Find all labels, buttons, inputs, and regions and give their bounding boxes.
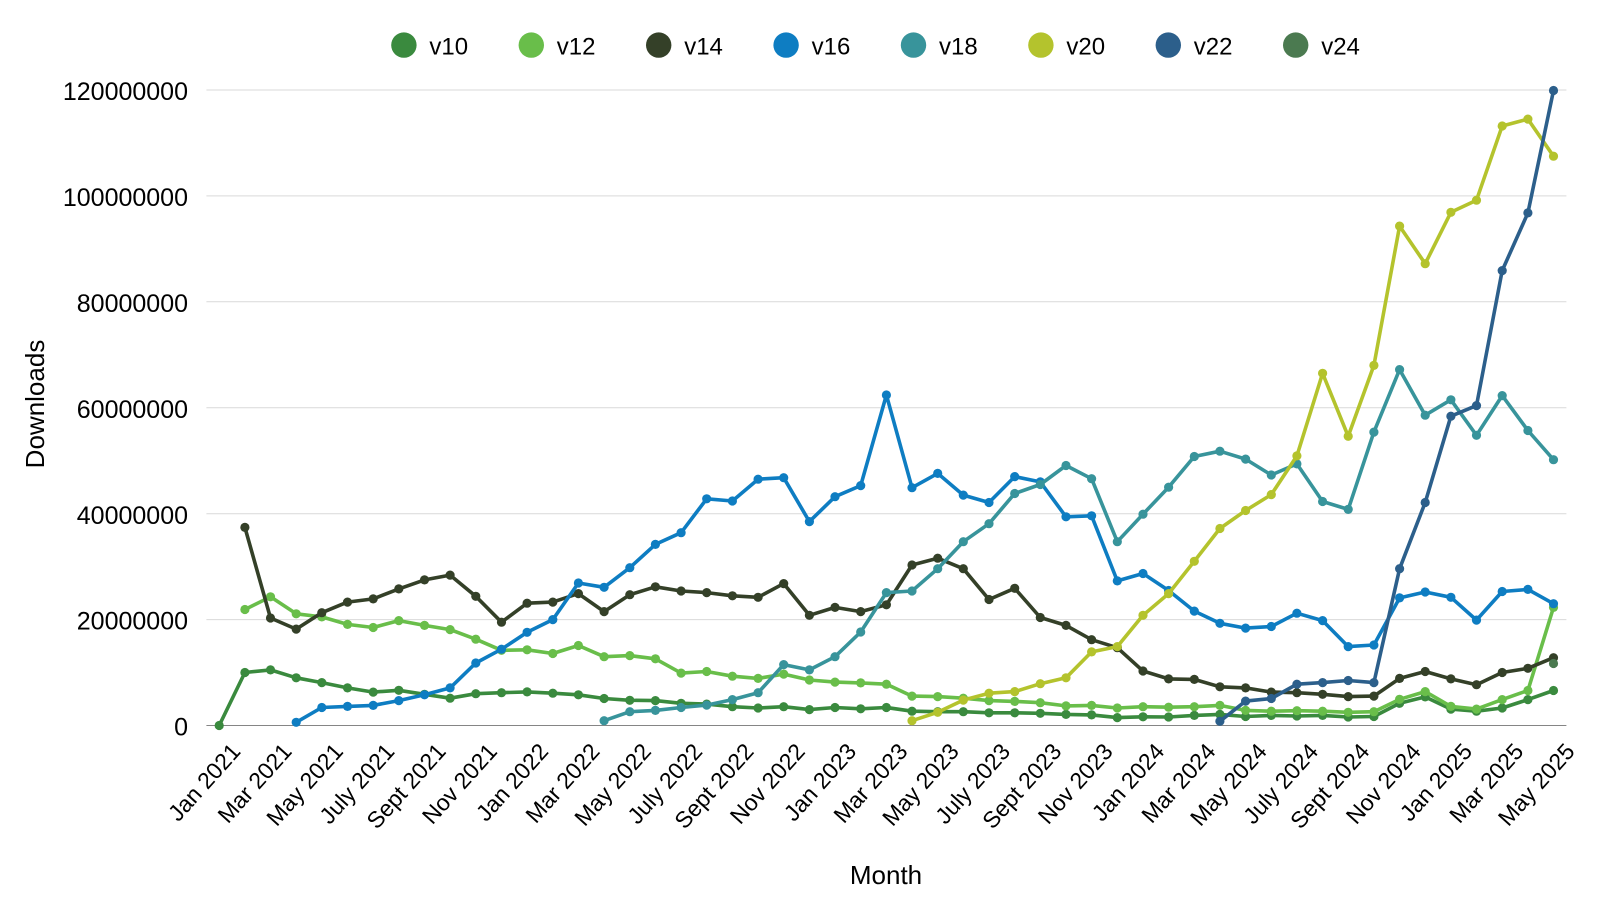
svg-text:60000000: 60000000 xyxy=(77,396,188,424)
svg-text:0: 0 xyxy=(174,714,188,742)
svg-text:v16: v16 xyxy=(812,33,851,60)
svg-text:v22: v22 xyxy=(1194,33,1233,60)
svg-text:40000000: 40000000 xyxy=(77,502,188,530)
svg-text:v10: v10 xyxy=(429,33,468,60)
svg-text:v18: v18 xyxy=(939,33,978,60)
svg-text:Month: Month xyxy=(850,860,922,890)
svg-text:v24: v24 xyxy=(1321,33,1360,60)
svg-text:v14: v14 xyxy=(684,33,723,60)
svg-text:20000000: 20000000 xyxy=(77,608,188,636)
svg-text:80000000: 80000000 xyxy=(77,290,188,318)
svg-text:v20: v20 xyxy=(1066,33,1105,60)
svg-text:v12: v12 xyxy=(557,33,596,60)
svg-text:100000000: 100000000 xyxy=(63,184,188,212)
svg-text:Downloads: Downloads xyxy=(20,340,50,469)
svg-text:120000000: 120000000 xyxy=(63,78,188,106)
